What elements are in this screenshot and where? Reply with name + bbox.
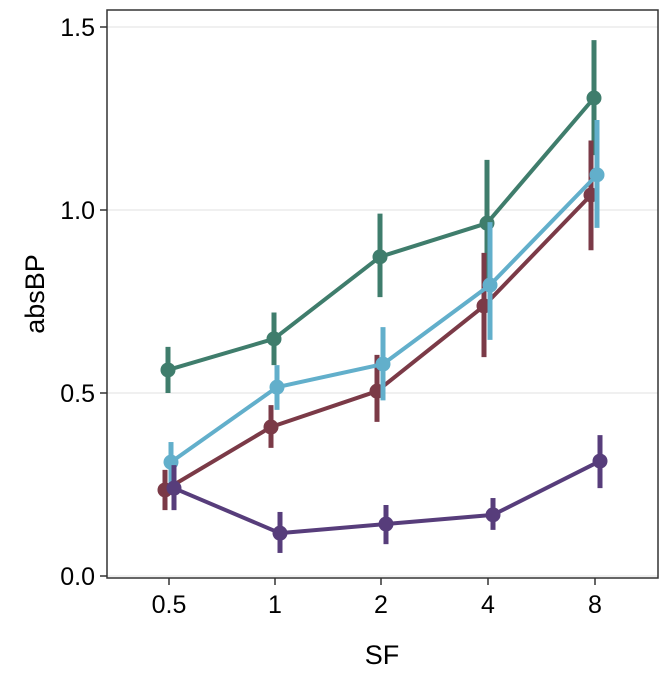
series-1 <box>157 140 599 511</box>
data-point <box>589 167 605 183</box>
panel-border <box>106 9 659 579</box>
x-tick-label: 8 <box>588 591 602 619</box>
data-point <box>482 277 498 293</box>
series-line <box>169 173 599 464</box>
y-axis: 0.0 0.5 1.0 1.5 <box>60 14 107 591</box>
data-point <box>269 379 285 395</box>
data-point <box>485 507 501 523</box>
data-point <box>378 516 394 532</box>
x-tick-label: 4 <box>481 591 495 619</box>
data-point <box>375 356 391 372</box>
data-point <box>160 362 176 378</box>
data-point <box>166 480 182 496</box>
y-tick-label: 0.5 <box>60 380 95 408</box>
gridlines <box>107 26 658 577</box>
data-point <box>586 90 602 106</box>
y-tick-label: 1.5 <box>60 14 95 42</box>
data-point <box>592 453 608 469</box>
series-marks <box>157 40 608 553</box>
x-tick-label: 0.5 <box>152 591 187 619</box>
data-point <box>266 331 282 347</box>
series-2 <box>163 119 605 484</box>
data-point <box>372 249 388 265</box>
x-axis: 0.5 1 2 4 8 <box>152 578 602 619</box>
series-3 <box>166 435 608 553</box>
x-tick-label: 1 <box>268 591 282 619</box>
y-axis-label: absBP <box>20 254 50 334</box>
data-point <box>272 525 288 541</box>
y-tick-label: 1.0 <box>60 197 95 225</box>
x-tick-label: 2 <box>374 591 388 619</box>
data-point <box>263 419 279 435</box>
x-axis-label: SF <box>365 640 400 670</box>
series-0 <box>160 40 602 393</box>
y-tick-label: 0.0 <box>60 563 95 591</box>
